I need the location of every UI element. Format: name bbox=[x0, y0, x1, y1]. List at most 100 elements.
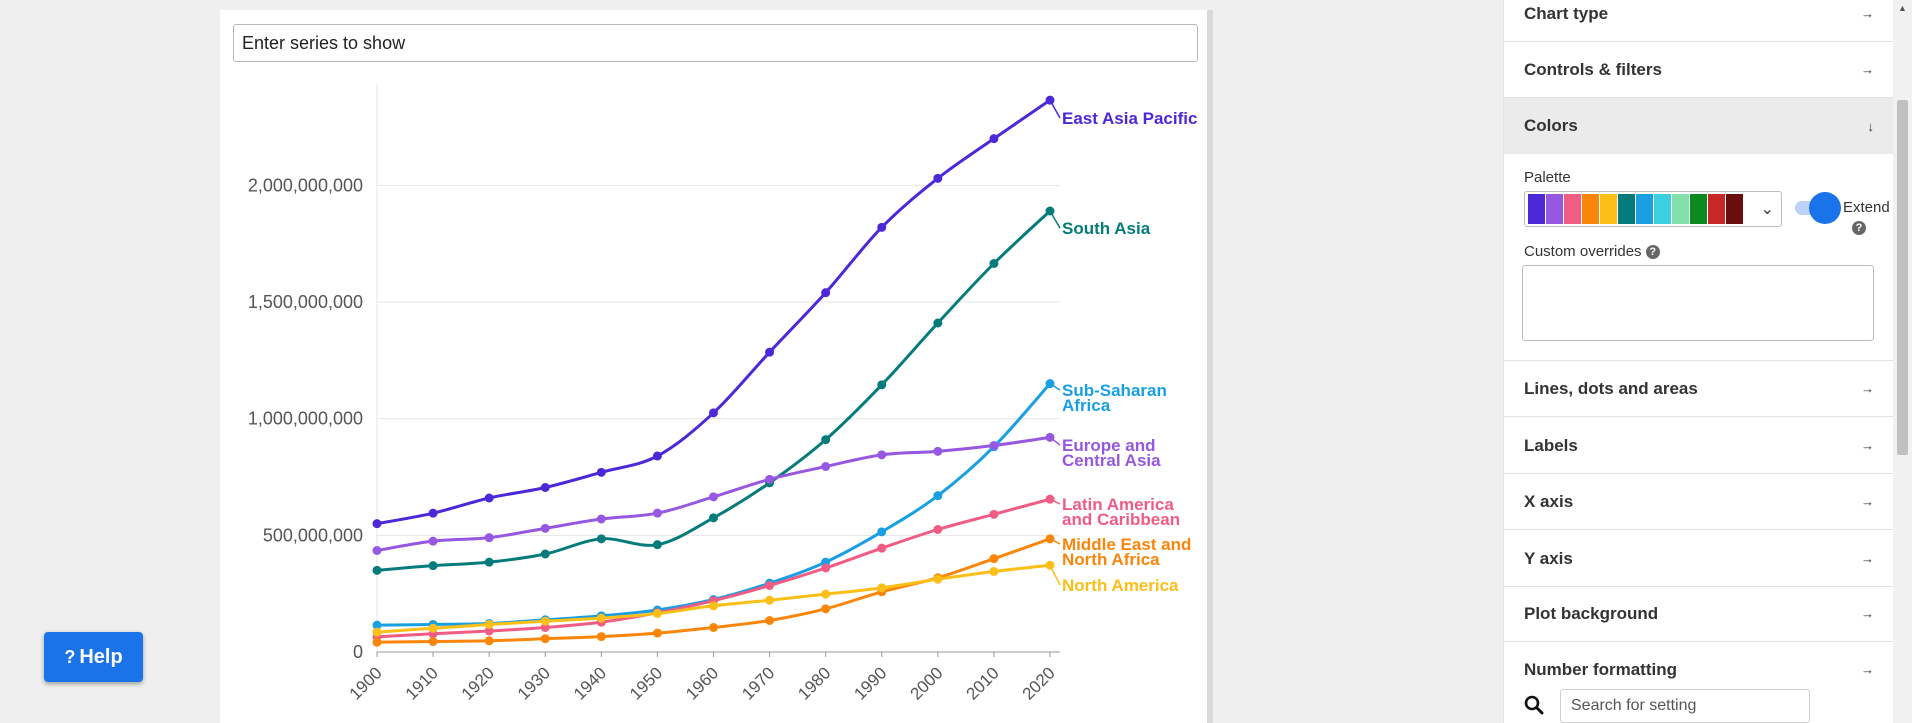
data-point bbox=[877, 543, 887, 553]
x-tick-label: 1930 bbox=[514, 663, 554, 703]
chart-card: 0 500,000,000 1,000,000,000 1,500,000,000 2,… bbox=[220, 10, 1213, 723]
section-label: Number formatting bbox=[1524, 659, 1677, 679]
data-point bbox=[709, 492, 718, 502]
section-x-axis[interactable]: X axis → bbox=[1504, 474, 1893, 530]
data-point bbox=[933, 574, 943, 584]
section-label: Labels bbox=[1524, 435, 1578, 455]
data-point bbox=[989, 554, 999, 564]
data-point bbox=[933, 318, 943, 328]
section-lines-dots-areas[interactable]: Lines, dots and areas → bbox=[1504, 361, 1893, 417]
series-end-label: North America bbox=[1062, 576, 1179, 595]
series-filter-input[interactable] bbox=[233, 24, 1198, 62]
section-label: Controls & filters bbox=[1524, 59, 1662, 79]
data-point bbox=[484, 626, 494, 636]
extend-toggle[interactable] bbox=[1795, 192, 1841, 224]
palette-swatch-3 bbox=[1582, 194, 1599, 224]
label-connector bbox=[1049, 210, 1061, 229]
series-line-2 bbox=[376, 382, 1052, 627]
palette-label: Palette bbox=[1524, 169, 1571, 186]
data-point bbox=[821, 288, 831, 298]
palette-swatch-5 bbox=[1618, 194, 1635, 224]
section-label: X axis bbox=[1524, 491, 1574, 511]
page-scrollbar[interactable]: ▲ bbox=[1893, 0, 1912, 723]
data-point bbox=[652, 628, 662, 638]
help-button[interactable]: ? Help bbox=[44, 632, 143, 682]
data-point bbox=[877, 450, 887, 460]
scrollbar-thumb[interactable] bbox=[1897, 100, 1908, 455]
scroll-up-icon[interactable]: ▲ bbox=[1898, 3, 1907, 13]
arrow-right-icon: → bbox=[1861, 662, 1874, 677]
palette-swatch-9 bbox=[1690, 194, 1707, 224]
setting-search-input[interactable] bbox=[1560, 689, 1810, 723]
palette-swatch-10 bbox=[1708, 194, 1725, 224]
data-point bbox=[652, 508, 662, 518]
data-point bbox=[540, 549, 550, 559]
x-tick-label: 1940 bbox=[570, 663, 610, 703]
section-label: Chart type bbox=[1524, 3, 1609, 23]
section-label: Lines, dots and areas bbox=[1524, 378, 1698, 398]
label-connector bbox=[1049, 498, 1061, 505]
custom-overrides-label: Custom overrides ? bbox=[1524, 243, 1660, 260]
help-info-icon[interactable]: ? bbox=[1852, 221, 1866, 235]
palette-select[interactable]: ⌄ bbox=[1524, 191, 1782, 227]
data-point bbox=[428, 536, 438, 546]
arrow-right-icon: → bbox=[1861, 438, 1874, 453]
arrow-right-icon: → bbox=[1861, 551, 1874, 566]
series-end-label: East Asia Pacific bbox=[1062, 109, 1197, 128]
series-end-label: Central Asia bbox=[1062, 451, 1161, 470]
data-point bbox=[877, 380, 887, 390]
data-point bbox=[821, 462, 831, 471]
data-point bbox=[821, 604, 831, 614]
help-info-icon[interactable]: ? bbox=[1645, 245, 1660, 260]
y-tick-label: 500,000,000 bbox=[263, 525, 363, 545]
data-point bbox=[428, 637, 438, 646]
section-labels[interactable]: Labels → bbox=[1504, 418, 1893, 474]
data-point bbox=[372, 546, 382, 555]
toggle-knob bbox=[1809, 192, 1841, 224]
palette-swatch-4 bbox=[1600, 194, 1617, 224]
data-point bbox=[428, 623, 438, 633]
palette-swatch-7 bbox=[1654, 194, 1671, 224]
series-end-label: and Caribbean bbox=[1062, 510, 1180, 529]
section-chart-type[interactable]: Chart type → bbox=[1504, 0, 1893, 42]
section-y-axis[interactable]: Y axis → bbox=[1504, 531, 1893, 587]
x-tick-label: 1910 bbox=[402, 663, 442, 703]
data-point bbox=[596, 514, 606, 524]
data-point bbox=[652, 451, 662, 461]
data-point bbox=[709, 408, 718, 418]
palette-swatch-2 bbox=[1564, 194, 1581, 224]
data-point bbox=[596, 467, 606, 477]
data-point bbox=[484, 533, 494, 543]
label-connector bbox=[1049, 538, 1061, 545]
x-tick-label: 1900 bbox=[346, 663, 386, 703]
data-point bbox=[596, 632, 606, 642]
data-point bbox=[484, 557, 494, 567]
label-connector bbox=[1049, 564, 1061, 586]
arrow-right-icon: → bbox=[1861, 62, 1874, 77]
arrow-right-icon: → bbox=[1861, 606, 1874, 621]
data-point bbox=[540, 623, 550, 632]
help-question-icon: ? bbox=[64, 646, 76, 667]
data-point bbox=[877, 222, 887, 232]
arrow-right-icon: → bbox=[1861, 494, 1874, 509]
section-colors[interactable]: Colors ↓ bbox=[1504, 98, 1893, 154]
palette-swatch-8 bbox=[1672, 194, 1689, 224]
series-end-label: Middle East and bbox=[1062, 535, 1191, 554]
data-point bbox=[652, 609, 662, 618]
data-point bbox=[989, 441, 999, 450]
custom-overrides-field[interactable] bbox=[1522, 265, 1874, 341]
section-plot-background[interactable]: Plot background → bbox=[1504, 586, 1893, 642]
section-controls-filters[interactable]: Controls & filters → bbox=[1504, 42, 1893, 98]
data-point bbox=[709, 513, 718, 523]
x-tick-label: 1980 bbox=[794, 663, 834, 703]
series-end-label: North Africa bbox=[1062, 550, 1160, 569]
label-connector bbox=[1049, 383, 1061, 391]
data-point bbox=[484, 619, 494, 629]
data-point bbox=[989, 567, 999, 576]
x-tick-label: 1920 bbox=[458, 663, 498, 703]
data-point bbox=[372, 627, 382, 637]
data-point bbox=[989, 259, 999, 268]
colors-section-body: Palette ⌄ Extend ? Custom overrides ? bbox=[1504, 153, 1893, 361]
series-end-label: Sub-Saharan bbox=[1062, 381, 1167, 400]
data-point bbox=[821, 563, 831, 573]
